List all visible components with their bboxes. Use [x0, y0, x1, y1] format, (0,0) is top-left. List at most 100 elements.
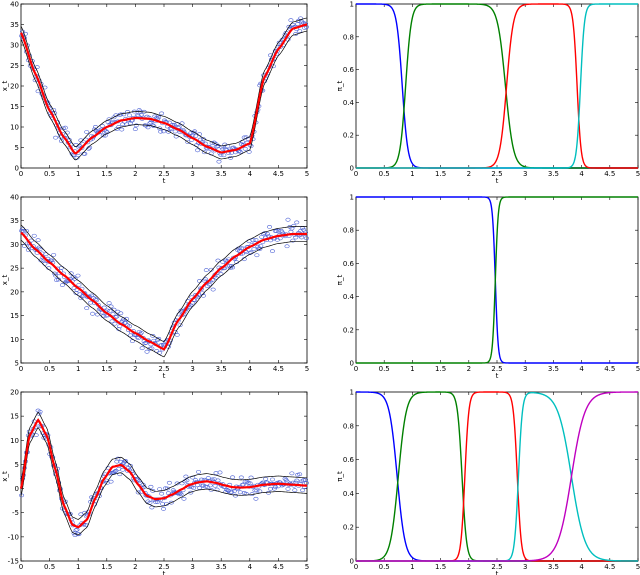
sample-point: [265, 232, 271, 236]
sample-point: [221, 153, 227, 158]
x-tick-label: 0: [19, 563, 23, 571]
y-tick-label: 1: [350, 389, 354, 397]
sample-point: [197, 279, 203, 283]
x-axis-label: t: [163, 372, 166, 380]
y-tick-label: 25: [10, 62, 19, 70]
sample-point: [37, 247, 43, 252]
sample-point: [106, 301, 112, 305]
sample-point: [269, 249, 275, 254]
y-tick-label: 0.6: [343, 66, 355, 74]
y-tick-label: 15: [10, 413, 19, 421]
sample-point: [161, 506, 167, 511]
x-tick-label: 3.5: [548, 170, 559, 178]
sample-point: [284, 479, 290, 484]
sample-point: [150, 334, 156, 338]
y-axis-label: x_t: [1, 471, 9, 482]
upper-band-line: [20, 224, 307, 343]
y-axis-label: x_t: [1, 275, 9, 286]
x-tick-label: 3.5: [216, 170, 227, 178]
y-tick-label: 40: [10, 1, 19, 9]
x-tick-label: 5: [636, 563, 640, 571]
sample-point: [286, 24, 292, 29]
lower-band-line: [20, 239, 307, 358]
sample-point: [247, 481, 253, 486]
sample-point: [288, 229, 294, 234]
y-tick-label: 0: [15, 165, 19, 173]
sample-point: [268, 53, 274, 58]
y-tick-label: 5: [15, 461, 19, 469]
sample-point: [294, 478, 300, 483]
x-tick-label: 1: [76, 365, 80, 373]
x-tick-label: 4: [248, 170, 253, 178]
sample-point: [92, 297, 98, 302]
sample-point: [74, 527, 80, 532]
sample-point: [179, 121, 185, 126]
panel-top-right: 0 0.5 1 1.5 2 2.5 3 3.5 4 4.5 5 0 0.2 0.4 0.6 0.8 1 t π_t: [336, 1, 640, 186]
sample-point: [299, 235, 305, 240]
sample-point: [159, 111, 165, 116]
sample-point: [68, 271, 74, 276]
sample-point: [106, 117, 112, 122]
x-tick-label: 4.5: [273, 563, 284, 571]
sample-point: [76, 282, 82, 287]
panel-bottom-right: 0 0.5 1 1.5 2 2.5 3 3.5 4 4.5 5 0 0.2 0.4 0.6 0.8 1 t π_t: [336, 389, 640, 575]
x-tick-label: 0.5: [379, 365, 390, 373]
y-tick-label: -10: [8, 533, 19, 541]
sample-point: [275, 228, 281, 233]
y-tick-label: 20: [10, 288, 19, 296]
y-tick-label: 30: [10, 241, 19, 249]
x-tick-label: 3: [190, 365, 194, 373]
sample-point: [59, 283, 65, 287]
sample-point: [124, 316, 130, 321]
x-tick-label: 4: [248, 563, 253, 571]
y-tick-label: 10: [10, 336, 19, 344]
x-tick-label: 1: [410, 365, 414, 373]
sample-point: [263, 477, 269, 481]
fitted-mean-line: [20, 23, 308, 155]
x-tick-label: 2: [133, 170, 137, 178]
y-tick-label: 1: [350, 194, 354, 202]
sample-point: [118, 311, 124, 316]
sample-point: [109, 319, 115, 324]
axes-frame: [20, 391, 308, 562]
sample-point: [144, 349, 150, 354]
y-tick-label: 0.8: [343, 422, 354, 430]
x-tick-label: 0: [19, 365, 23, 373]
sample-point: [293, 480, 299, 485]
sample-point: [101, 305, 107, 310]
y-tick-label: 0.2: [343, 132, 354, 140]
sample-point: [269, 477, 275, 482]
sample-point: [213, 471, 219, 475]
upper-band-line: [20, 411, 308, 520]
lower-band-line: [20, 427, 308, 536]
sample-point: [284, 244, 290, 249]
x-tick-label: 5: [305, 563, 309, 571]
sample-point: [124, 462, 130, 467]
lower-band-line: [20, 30, 308, 161]
sample-point: [237, 150, 243, 154]
fitted-mean-line: [20, 231, 307, 351]
sample-point: [212, 483, 218, 488]
sample-point: [161, 129, 167, 134]
sample-point: [272, 485, 278, 489]
sample-point: [165, 129, 171, 134]
sample-point: [257, 489, 263, 494]
y-tick-label: 10: [10, 124, 19, 132]
weight-curve-magenta: [356, 391, 638, 562]
y-tick-label: 35: [10, 21, 19, 29]
x-tick-label: 3: [523, 563, 527, 571]
y-tick-label: 1: [350, 1, 354, 9]
upper-band-line: [20, 17, 308, 148]
weight-curve-red: [356, 3, 638, 169]
x-tick-label: 4: [579, 170, 584, 178]
y-tick-label: 0.6: [343, 260, 355, 268]
sample-point: [158, 129, 164, 134]
sample-point: [104, 308, 110, 313]
x-tick-label: 3.5: [548, 365, 559, 373]
weight-curve-green: [356, 3, 638, 169]
sample-point: [285, 217, 291, 222]
x-tick-label: 2.5: [491, 563, 502, 571]
sample-point: [295, 22, 301, 26]
sample-point: [230, 475, 236, 480]
y-tick-label: 0.4: [343, 99, 355, 107]
